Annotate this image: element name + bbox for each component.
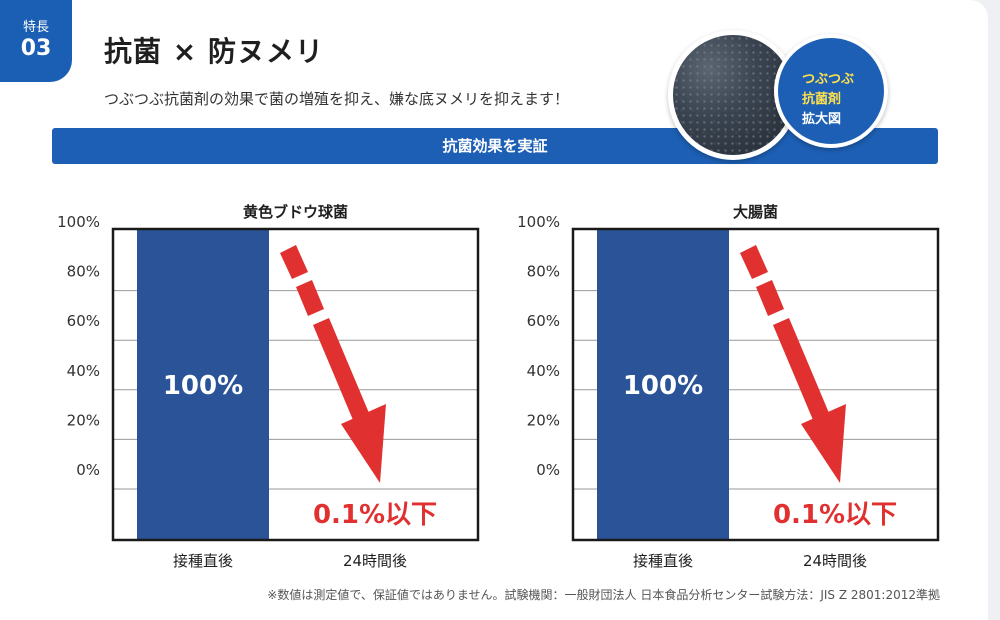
y-tick-label: 80% [527,263,560,281]
y-tick-label: 60% [527,312,560,330]
x-category-label: 24時間後 [343,552,407,570]
bar [597,229,729,540]
y-tick-label: 40% [527,362,560,380]
x-category-label: 接種直後 [633,552,693,570]
y-tick-label: 20% [527,411,560,429]
y-tick-label: 80% [67,263,100,281]
red-arrow-down [280,245,386,483]
chart-title: 大腸菌 [733,203,778,221]
zoom-label-line2: 抗菌剤 [802,92,842,107]
y-tick-label: 40% [67,362,100,380]
y-tick-label: 60% [67,312,100,330]
plot-frame [571,227,940,542]
zoom-label-line1: つぶつぶ [802,72,855,87]
y-tick-label: 0% [76,461,100,479]
zoom-label-circle: つぶつぶ 抗菌剤 拡大図 [774,34,888,148]
page-title: 抗菌 × 防ヌメリ [104,35,324,68]
bar [137,229,269,540]
arrow-head [801,404,846,483]
y-tick-label: 0% [536,461,560,479]
feature-badge: 特長 03 [0,0,72,82]
x-category-label: 接種直後 [173,552,233,570]
chart-title: 黄色ブドウ球菌 [243,203,348,221]
arrow-dash [280,245,308,279]
zoom-label-line3: 拡大図 [802,112,842,127]
data-label: 0.1%以下 [313,500,437,530]
arrow-shaft [313,318,369,420]
red-arrow-down [740,245,846,483]
y-tick-label: 100% [517,213,560,231]
y-tick-label: 100% [57,213,100,231]
microscope-image [668,30,798,160]
badge-label: 特長 [22,20,49,35]
arrow-head [341,404,386,483]
data-label: 0.1%以下 [773,500,897,530]
badge-number: 03 [20,36,52,61]
data-label: 100% [163,371,243,401]
arrow-dash [756,280,784,316]
arrow-dash [296,280,324,316]
data-label: 100% [623,371,703,401]
footnote: ※数値は測定値で、保証値ではありません。試験機関：一般財団法人 日本食品分析セン… [267,588,940,602]
y-tick-label: 20% [67,411,100,429]
page-subtitle: つぶつぶ抗菌剤の効果で菌の増殖を抑え、嫌な底ヌメリを抑えます！ [104,90,570,108]
arrow-shaft [773,318,829,420]
x-category-label: 24時間後 [803,552,867,570]
arrow-dash [740,245,768,279]
plot-frame [111,227,480,542]
